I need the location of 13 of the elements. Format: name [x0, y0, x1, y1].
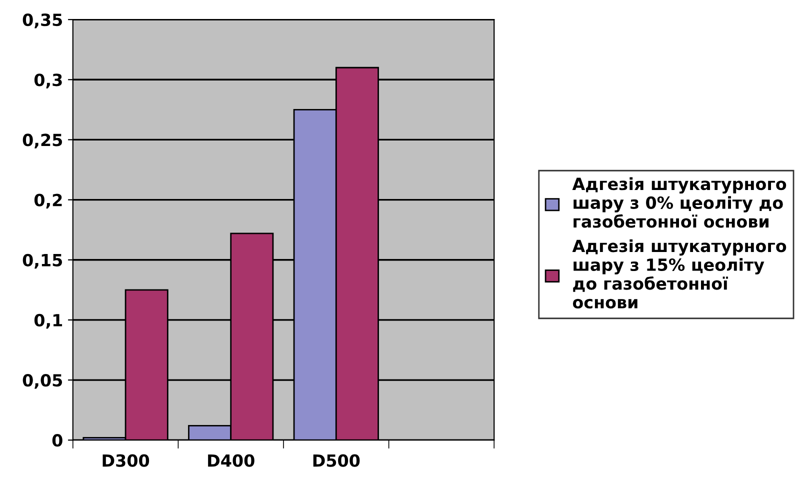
y-tick-label: 0,05 [22, 374, 62, 389]
y-tick-label: 0,1 [34, 314, 62, 329]
legend-label: Адгезія штукатурного шару з 0% цеоліту до газобетонної основи [572, 177, 786, 228]
y-tick-label: 0,15 [22, 254, 62, 269]
legend-label: Адгезія штукатурного шару з 15% цеоліту до газобетонної основи [572, 239, 786, 308]
y-tick-label: 0,25 [22, 134, 62, 148]
y-tick-label: 0,35 [22, 14, 62, 28]
x-tick-label: D500 [313, 454, 360, 467]
y-tick-label: 0 [52, 434, 62, 447]
x-tick-label: D300 [102, 454, 150, 467]
y-tick-label: 0,3 [34, 74, 62, 88]
x-tick-label: D400 [208, 454, 254, 467]
y-tick-label: 0,2 [34, 194, 62, 208]
